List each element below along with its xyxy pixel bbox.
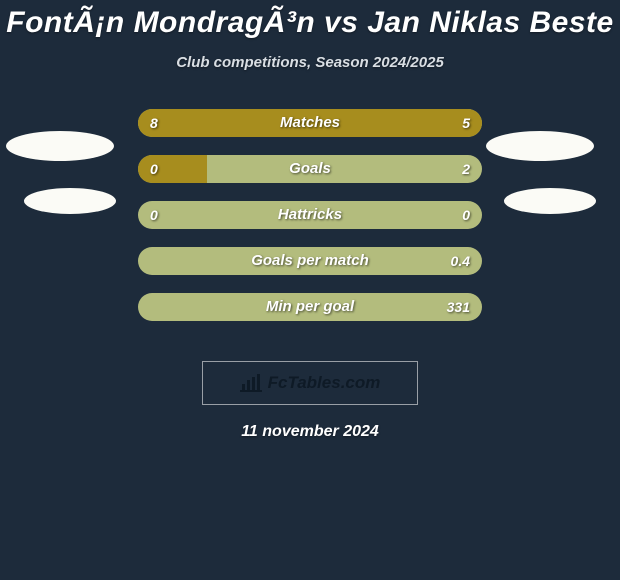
brand-box: FcTables.com bbox=[202, 361, 418, 405]
stat-value-right: 331 bbox=[447, 293, 470, 321]
bar-chart-icon bbox=[240, 374, 262, 392]
date-text: 11 november 2024 bbox=[0, 423, 620, 441]
stat-label: Goals bbox=[138, 155, 482, 183]
subtitle: Club competitions, Season 2024/2025 bbox=[0, 54, 620, 71]
shadow-ellipse bbox=[6, 131, 114, 161]
shadow-ellipse bbox=[504, 188, 596, 214]
stat-row: Min per goal331 bbox=[138, 293, 482, 321]
page-title: FontÃ¡n MondragÃ³n vs Jan Niklas Beste bbox=[0, 0, 620, 40]
chart-stage: Matches85Goals02Hattricks00Goals per mat… bbox=[0, 109, 620, 339]
stat-row: Matches8 5 bbox=[138, 109, 482, 137]
stat-row: Goals per match0.4 bbox=[138, 247, 482, 275]
stat-label: Matches bbox=[138, 109, 482, 137]
stat-value-right: 0 bbox=[462, 201, 470, 229]
stat-value-left: 0 bbox=[150, 201, 158, 229]
stat-row: Hattricks0 0 bbox=[138, 201, 482, 229]
comparison-bars: Matches85Goals02Hattricks00Goals per mat… bbox=[138, 109, 482, 339]
stat-value-left: 0 bbox=[150, 155, 158, 183]
stat-value-right: 0.4 bbox=[451, 247, 470, 275]
shadow-ellipse bbox=[24, 188, 116, 214]
stat-value-left: 8 bbox=[150, 109, 158, 137]
stat-value-right: 5 bbox=[462, 109, 470, 137]
brand-text: FcTables.com bbox=[268, 373, 381, 393]
stat-row: Goals0 2 bbox=[138, 155, 482, 183]
stat-label: Hattricks bbox=[138, 201, 482, 229]
stat-label: Min per goal bbox=[138, 293, 482, 321]
stat-label: Goals per match bbox=[138, 247, 482, 275]
stat-value-right: 2 bbox=[462, 155, 470, 183]
shadow-ellipse bbox=[486, 131, 594, 161]
comparison-infographic: FontÃ¡n MondragÃ³n vs Jan Niklas Beste C… bbox=[0, 0, 620, 580]
